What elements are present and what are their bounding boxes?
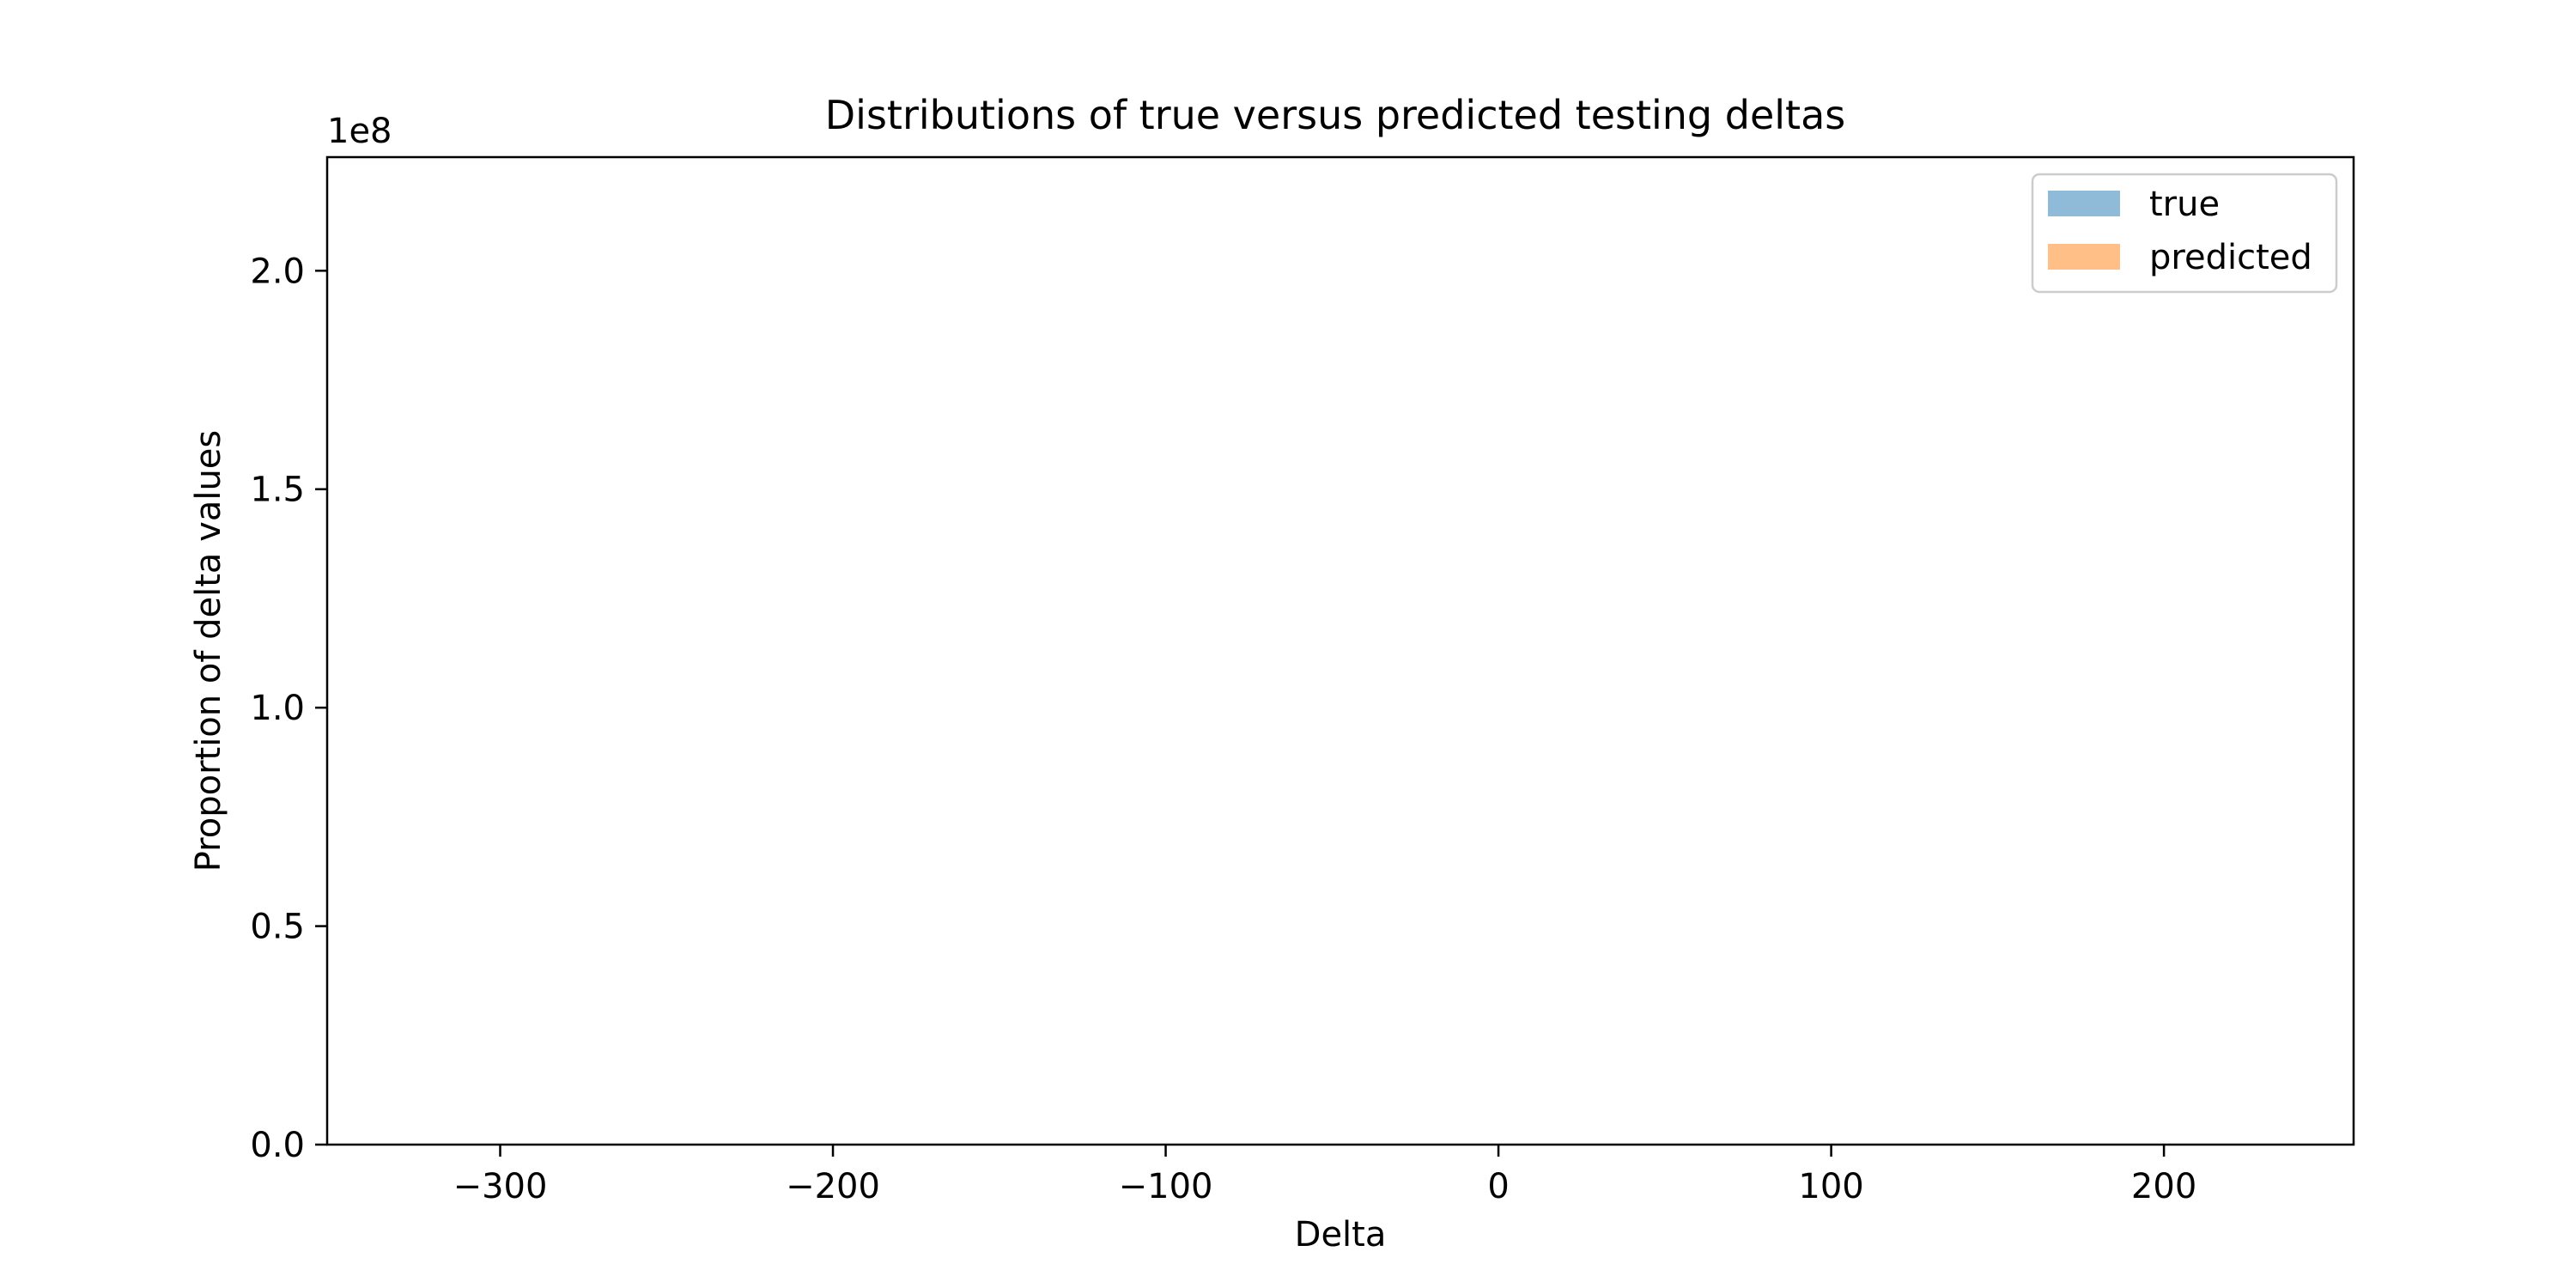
y-tick-label: 1.0	[250, 689, 305, 728]
legend-swatch-true	[2048, 191, 2120, 216]
x-tick-label: −300	[453, 1167, 548, 1206]
x-axis-label: Delta	[1295, 1215, 1387, 1255]
x-axis-ticks: −300 −200 −100 0 100 200	[453, 1145, 2196, 1206]
plot-background	[327, 157, 2354, 1145]
y-axis-ticks: 0.0 0.5 1.0 1.5 2.0	[250, 252, 327, 1165]
y-tick-label: 1.5	[250, 471, 305, 510]
x-tick-label: 100	[1798, 1167, 1863, 1206]
y-tick-label: 0.5	[250, 908, 305, 947]
legend-label-true: true	[2149, 185, 2220, 224]
chart-title: Distributions of true versus predicted t…	[825, 92, 1845, 138]
x-tick-label: −200	[786, 1167, 880, 1206]
y-offset-label: 1e8	[327, 112, 392, 151]
legend-label-predicted: predicted	[2149, 238, 2312, 277]
legend: true predicted	[2031, 173, 2338, 294]
x-tick-label: 0	[1487, 1167, 1509, 1206]
plot-area	[325, 155, 2355, 1146]
plot-frame	[325, 155, 2355, 1146]
x-tick-label: −100	[1119, 1167, 1213, 1206]
legend-swatch-predicted	[2048, 244, 2120, 270]
y-axis-label: Proportion of delta values	[189, 430, 228, 872]
x-tick-label: 200	[2131, 1167, 2196, 1206]
y-tick-label: 2.0	[250, 252, 305, 291]
y-tick-label: 0.0	[250, 1126, 305, 1165]
